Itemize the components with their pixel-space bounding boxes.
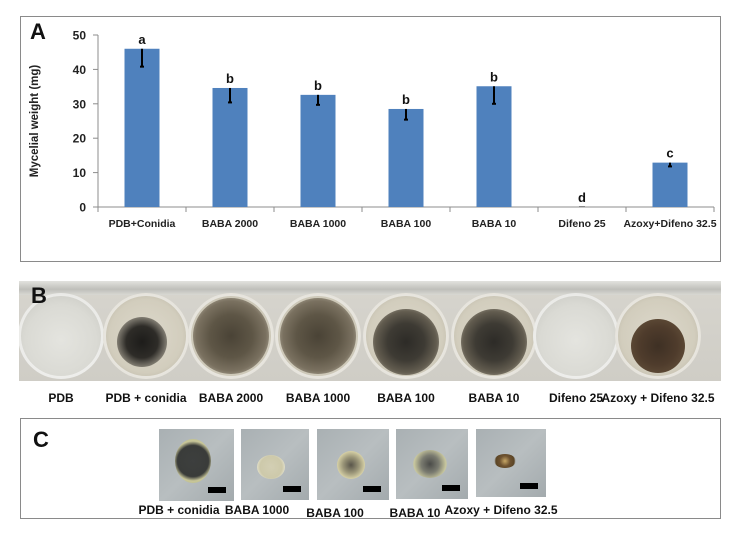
well-1	[103, 293, 189, 379]
significance-letter: a	[138, 32, 146, 47]
well-3	[275, 293, 361, 379]
x-category-label: Difeno 25	[558, 218, 605, 230]
panel-a-chart: A 0 10 20 30 40 50 Mycelial weight (mg) a PDB+Co…	[20, 16, 721, 262]
mycelium-photo-3	[396, 429, 468, 499]
well-label: BABA 10	[468, 391, 520, 405]
y-tick-label: 50	[73, 29, 87, 43]
bar	[124, 48, 160, 207]
x-category-label: Azoxy+Difeno 32.5	[623, 218, 716, 230]
well-6	[533, 293, 619, 379]
photo-label: BABA 100	[306, 506, 364, 520]
y-axis-title: Mycelial weight (mg)	[29, 65, 41, 178]
mycelium-mat	[337, 450, 365, 479]
panel-letter-c: C	[33, 427, 49, 452]
y-tick-label: 40	[73, 63, 87, 77]
well-label: Azoxy + Difeno 32.5	[601, 391, 715, 405]
fungal-colony	[193, 298, 269, 374]
mycelium-photo-0	[159, 429, 234, 501]
significance-letter: c	[666, 146, 673, 161]
x-category-label: BABA 10	[472, 218, 517, 230]
plate-rim	[19, 281, 721, 295]
well-0	[19, 293, 104, 379]
mycelium-photo-4	[476, 429, 546, 497]
x-category-label: BABA 2000	[202, 218, 258, 230]
bar	[388, 108, 424, 207]
photo-label: PDB + conidia	[138, 503, 220, 517]
well-label: PDB	[48, 391, 74, 405]
fungal-colony	[280, 298, 356, 374]
fungal-colony	[117, 317, 167, 367]
well-5	[451, 293, 537, 379]
well-label: PDB + conidia	[105, 391, 187, 405]
well-4	[363, 293, 449, 379]
x-category-label: BABA 100	[381, 218, 432, 230]
photo-label: Azoxy + Difeno 32.5	[444, 503, 558, 517]
photo-label: BABA 10	[389, 506, 441, 520]
well-label: BABA 100	[377, 391, 435, 405]
well-2	[188, 293, 274, 379]
bar	[300, 94, 336, 207]
y-tick-label: 0	[79, 201, 86, 215]
bar	[212, 87, 248, 207]
bar-chart: 0 10 20 30 40 50 Mycelial weight (mg) a PDB+Coni…	[29, 29, 717, 231]
photo-label: BABA 1000	[224, 503, 290, 517]
scale-bar	[442, 485, 460, 491]
bar	[652, 162, 688, 207]
significance-letter: b	[314, 78, 322, 93]
mycelium-mat	[257, 454, 285, 479]
y-tick-label: 20	[73, 132, 87, 146]
panel-b-plate-photo: B	[19, 281, 721, 381]
fungal-colony	[631, 319, 685, 373]
well-7	[615, 293, 701, 379]
scale-bar	[283, 486, 301, 492]
mycelium-mat	[174, 439, 211, 483]
y-tick-label: 30	[73, 97, 87, 111]
significance-letter: d	[578, 190, 586, 205]
significance-letter: b	[490, 69, 498, 84]
well-label: BABA 1000	[285, 391, 351, 405]
scale-bar	[520, 483, 538, 489]
significance-letter: b	[226, 71, 234, 86]
mycelium-mat	[413, 450, 447, 478]
y-tick-label: 10	[73, 166, 87, 180]
fungal-colony	[461, 309, 527, 375]
bar	[476, 86, 512, 207]
x-category-label: PDB+Conidia	[109, 218, 176, 230]
panel-letter-a: A	[30, 19, 46, 44]
panel-c-mycelium-photos: C PDB + conidia BABA 1000 BABA 100 BABA 10 A…	[20, 418, 721, 520]
panel-letter-b: B	[31, 283, 47, 308]
mycelium-mat	[494, 454, 516, 468]
fungal-colony	[373, 309, 439, 375]
well-label: BABA 2000	[198, 391, 264, 405]
x-category-label: BABA 1000	[290, 218, 346, 230]
mycelium-photo-2	[317, 429, 389, 500]
scale-bar	[363, 486, 381, 492]
scale-bar	[208, 487, 226, 493]
mycelium-photo-1	[241, 429, 309, 500]
significance-letter: b	[402, 92, 410, 107]
well-label: Difeno 25	[548, 391, 603, 405]
